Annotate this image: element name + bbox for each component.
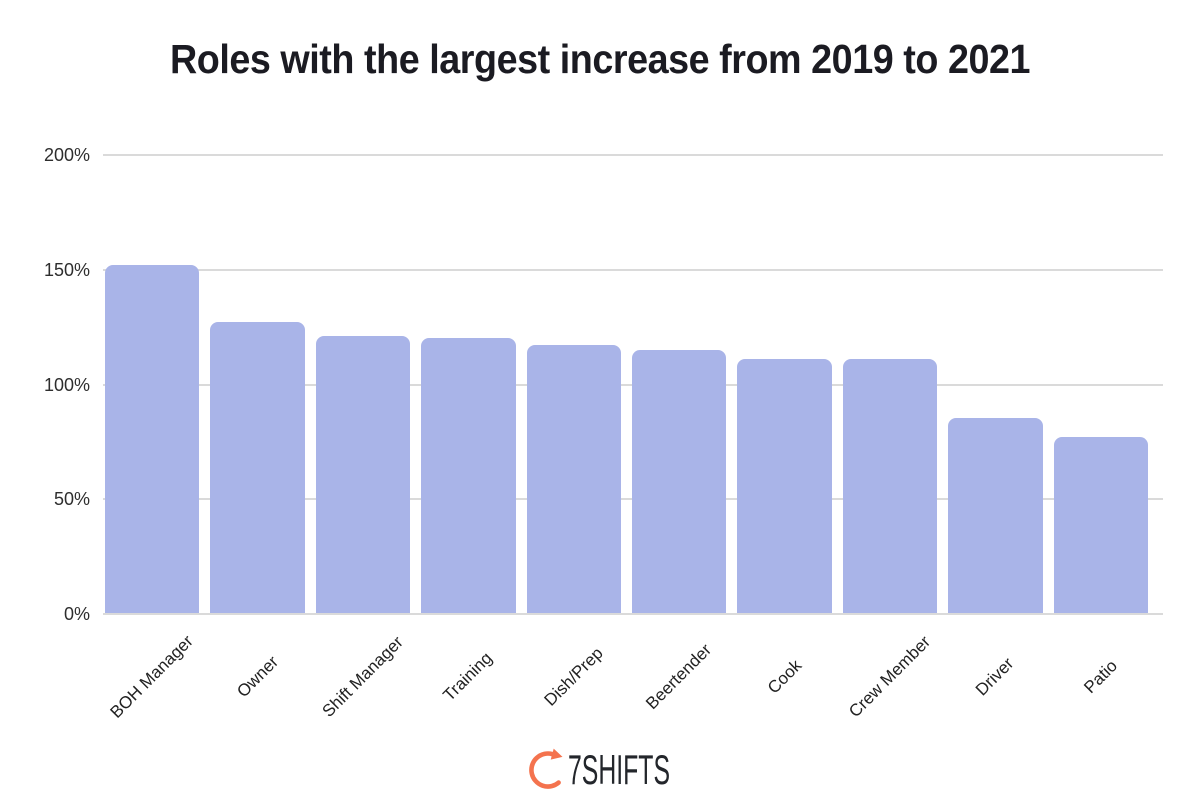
x-tick-label: Cook (763, 655, 806, 698)
x-tick-label: Owner (232, 652, 282, 702)
bar-group: Cook (737, 155, 832, 697)
stopwatch-arrow-icon (529, 748, 563, 789)
x-tick-label: Crew Member (845, 632, 935, 722)
bar-group: BOH Manager (105, 155, 200, 722)
bar-dish-prep (526, 345, 622, 613)
x-tick-label: Dish/Prep (540, 643, 607, 710)
x-tick-label: Driver (972, 653, 1018, 700)
bar-training (421, 338, 516, 613)
y-tick-label: 200% (43, 145, 90, 165)
x-tick-label: Beertender (642, 640, 716, 714)
bar-group: Owner (210, 155, 305, 701)
gridline-0 (103, 613, 1163, 615)
y-tick-label: 0% (63, 604, 90, 624)
y-tick-label: 100% (43, 375, 90, 395)
x-tick-label: Patio (1080, 656, 1121, 698)
bar-owner (210, 322, 305, 613)
x-tick-label: Shift Manager (318, 632, 407, 721)
bar-group: Beertender (632, 155, 727, 713)
bar-group: Driver (948, 155, 1043, 699)
footer-logo: 7SHIFTS (0, 740, 1200, 794)
gridline-200 (103, 154, 1163, 156)
7shifts-logo: 7SHIFTS (529, 746, 670, 793)
bars-row: BOH Manager Owner Shift Manager Training Dis… (105, 155, 1149, 722)
y-tick-label: 50% (53, 489, 90, 509)
bar-group: Crew Member (842, 155, 938, 721)
gridline-150 (103, 269, 1163, 271)
bar-cook (737, 358, 832, 613)
bar-driver (948, 418, 1043, 613)
bar-beertender (632, 349, 727, 613)
bar-group: Dish/Prep (526, 155, 622, 710)
logo-wordmark-text: 7SHIFTS (568, 746, 670, 793)
y-tick-label: 150% (43, 260, 90, 280)
bar-group: Training (421, 155, 516, 705)
bar-group: Patio (1053, 155, 1149, 697)
plot-area: BOH Manager Owner Shift Manager Training Dis… (103, 154, 1163, 722)
y-axis-tick-labels: 200% 150% 100% 50% 0% (18, 145, 90, 624)
bar-crew-member (842, 358, 938, 613)
bar-group: Shift Manager (315, 155, 411, 721)
x-tick-label: Training (439, 648, 497, 705)
x-tick-label: BOH Manager (106, 631, 197, 722)
bar-boh-manager (105, 264, 200, 613)
chart-title: Roles with the largest increase from 201… (169, 36, 1031, 82)
bar-patio (1053, 436, 1149, 613)
bar-shift-manager (315, 335, 411, 613)
